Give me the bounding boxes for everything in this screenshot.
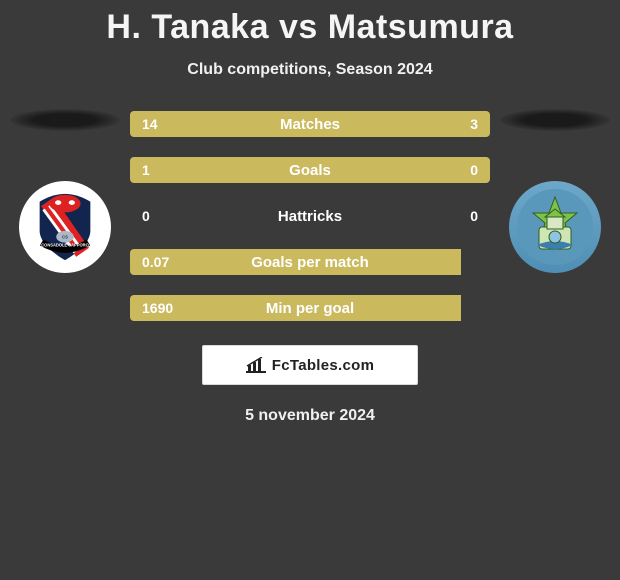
shonan-bellmare-icon — [515, 187, 595, 267]
stat-row-mpg: 1690 Min per goal — [130, 295, 490, 321]
chart-icon — [246, 357, 266, 373]
svg-text:CONSADOLE SAPPORO: CONSADOLE SAPPORO — [41, 243, 89, 248]
stat-value-right: 3 — [470, 116, 478, 132]
stat-row-gpm: 0.07 Goals per match — [130, 249, 490, 275]
date-line: 5 november 2024 — [0, 407, 620, 425]
brand-box[interactable]: FcTables.com — [202, 345, 418, 385]
right-player-col — [500, 109, 610, 273]
page-title: H. Tanaka vs Matsumura — [0, 8, 620, 47]
team-badge-right — [509, 181, 601, 273]
stat-row-matches: 14 Matches 3 — [130, 111, 490, 137]
stat-label: Min per goal — [130, 300, 490, 317]
left-player-col: CS CONSADOLE SAPPORO — [10, 109, 120, 273]
player-shadow — [500, 109, 610, 131]
stat-label: Matches — [130, 116, 490, 133]
stat-value-right: 0 — [470, 162, 478, 178]
stat-row-hattricks: 0 Hattricks 0 — [130, 203, 490, 229]
team-badge-left: CS CONSADOLE SAPPORO — [19, 181, 111, 273]
comparison-row: CS CONSADOLE SAPPORO 14 Matches 3 1 Goal… — [0, 109, 620, 321]
stat-value-right: 0 — [470, 208, 478, 224]
brand-text: FcTables.com — [272, 357, 375, 374]
stats-column: 14 Matches 3 1 Goals 0 0 Hattricks 0 0.0… — [130, 111, 490, 321]
stat-label: Goals — [130, 162, 490, 179]
stat-label: Goals per match — [130, 254, 490, 271]
consadole-sapporo-icon: CS CONSADOLE SAPPORO — [26, 188, 104, 266]
stat-row-goals: 1 Goals 0 — [130, 157, 490, 183]
player-shadow — [10, 109, 120, 131]
stat-label: Hattricks — [130, 208, 490, 225]
subtitle: Club competitions, Season 2024 — [0, 61, 620, 79]
svg-text:CS: CS — [62, 235, 68, 240]
